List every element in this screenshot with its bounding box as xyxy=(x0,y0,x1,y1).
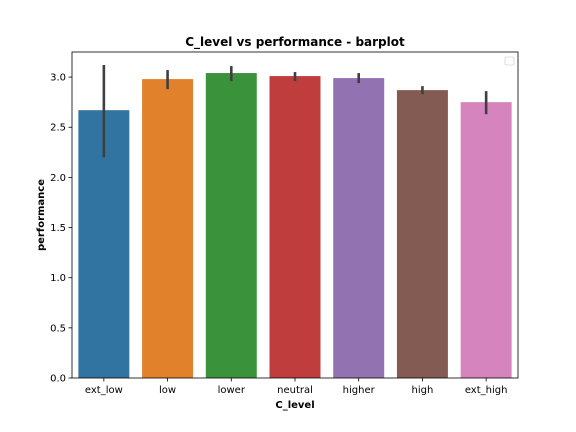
y-tick-label: 2.0 xyxy=(50,173,66,184)
y-tick-label: 2.5 xyxy=(50,123,66,134)
bar-low xyxy=(142,79,194,379)
error-bars-group xyxy=(102,65,488,158)
x-tick-label: low xyxy=(159,385,176,396)
y-axis-label: performance xyxy=(36,179,47,251)
y-axis: 0.0 0.5 1.0 1.5 2.0 2.5 3.0 xyxy=(50,73,72,385)
y-tick-label: 0.5 xyxy=(50,323,66,334)
y-tick-label: 0.0 xyxy=(50,374,66,385)
y-tick-label: 3.0 xyxy=(50,73,66,84)
bar-high xyxy=(396,90,448,379)
legend-box xyxy=(504,56,515,66)
bar-higher xyxy=(333,78,385,378)
bar-lower xyxy=(205,73,257,379)
bars-group xyxy=(78,73,512,379)
x-axis-label: C_level xyxy=(275,400,314,411)
x-tick-label: lower xyxy=(218,385,246,396)
chart-title: C_level vs performance - barplot xyxy=(185,35,405,50)
y-tick-label: 1.5 xyxy=(50,223,66,234)
x-tick-label: high xyxy=(412,385,434,396)
x-tick-label: neutral xyxy=(277,385,313,396)
plot-frame xyxy=(71,51,519,379)
bar-neutral xyxy=(269,76,321,378)
x-tick-label: higher xyxy=(343,385,376,396)
y-tick-label: 1.0 xyxy=(50,273,66,284)
x-axis: ext_low low lower neutral higher high ext_high xyxy=(85,378,508,396)
x-tick-label: ext_low xyxy=(85,385,123,396)
bar-ext_high xyxy=(460,102,512,379)
x-tick-label: ext_high xyxy=(465,385,508,396)
